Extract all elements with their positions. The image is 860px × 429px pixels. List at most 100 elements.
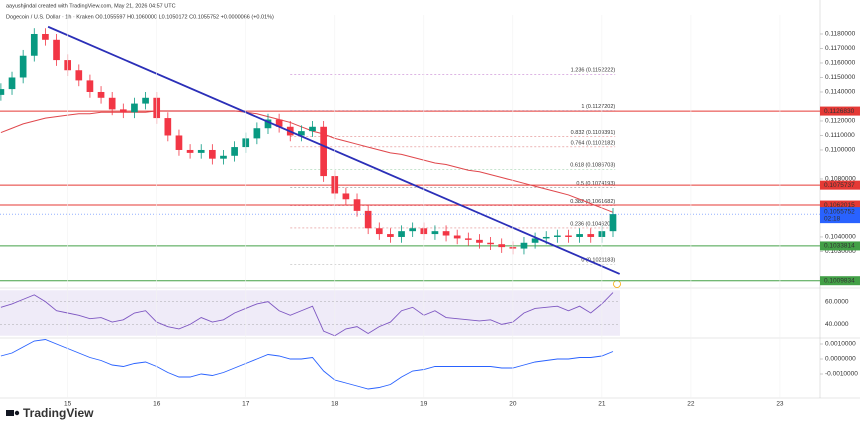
candle xyxy=(531,232,539,249)
candle xyxy=(264,113,272,135)
fib-level-label: 0.382 (0.1061682) xyxy=(570,199,615,205)
candle-body xyxy=(8,77,16,90)
candle-body xyxy=(609,214,617,232)
candle xyxy=(164,112,172,142)
candle xyxy=(175,129,183,156)
candle-body xyxy=(587,234,595,237)
candle xyxy=(409,222,417,237)
y-tick-label: 0.1140000 xyxy=(825,89,856,96)
candle-body xyxy=(298,131,305,136)
candle xyxy=(108,91,116,116)
level-tag-label: 0.1033814 xyxy=(824,243,855,250)
candle xyxy=(375,222,383,240)
candle xyxy=(442,225,450,242)
candle-body xyxy=(186,149,194,153)
fib-level-label: 0.764 (0.1102182) xyxy=(571,140,616,146)
candle-body xyxy=(164,118,172,136)
candle-body xyxy=(30,33,38,56)
candle-body xyxy=(19,55,27,78)
level-tag xyxy=(820,200,860,210)
candle xyxy=(520,236,528,255)
candle xyxy=(220,149,227,165)
candle xyxy=(398,225,405,243)
moving-average xyxy=(0,110,614,213)
x-tick-label: 20 xyxy=(509,401,517,408)
candle-body xyxy=(498,244,506,248)
candle-body xyxy=(565,235,572,237)
logo-mark xyxy=(6,410,14,416)
fib-level-label: 1 (0.1127202) xyxy=(581,104,615,110)
y-tick-label: 0.1030000 xyxy=(825,248,856,255)
candle-body xyxy=(409,228,417,232)
candle-body xyxy=(342,193,350,200)
rsi-band xyxy=(0,290,620,336)
candle xyxy=(253,122,261,145)
candle xyxy=(119,103,127,119)
level-tag-label: 0.1075737 xyxy=(824,182,855,189)
rsi-tick-label: 40.0000 xyxy=(825,321,849,328)
candle-body xyxy=(442,231,450,236)
x-tick-label: 21 xyxy=(598,401,606,408)
candle-body xyxy=(520,242,528,249)
candle-body xyxy=(398,231,405,237)
candle-body xyxy=(97,91,105,98)
candle xyxy=(320,120,327,182)
candle xyxy=(86,74,94,98)
y-tick-label: 0.1080000 xyxy=(825,176,856,183)
candle-body xyxy=(197,149,205,153)
candle-body xyxy=(42,33,49,40)
candle-body xyxy=(53,39,60,61)
candle xyxy=(464,232,472,246)
candle xyxy=(142,91,149,110)
candle-body xyxy=(531,238,539,243)
candle-body xyxy=(464,238,472,240)
candle-body xyxy=(320,126,327,177)
candle xyxy=(42,28,49,46)
logo-mark xyxy=(14,410,20,416)
candle xyxy=(131,97,138,119)
candle xyxy=(576,228,583,243)
candle-body xyxy=(175,135,183,150)
candle-body xyxy=(209,149,216,159)
candle xyxy=(609,207,617,237)
macd-pane xyxy=(0,339,614,390)
candle-body xyxy=(364,210,372,229)
level-tag xyxy=(820,276,860,286)
macd-tick-label: -0.0010000 xyxy=(825,371,858,378)
candle xyxy=(53,33,60,66)
rsi-pane xyxy=(0,290,620,337)
candle-body xyxy=(453,235,461,239)
candle-body xyxy=(487,242,494,245)
x-tick-label: 23 xyxy=(776,401,784,408)
candle xyxy=(231,141,238,162)
current-price-label: 0.1055752 xyxy=(824,208,855,215)
fib-level-label: 1.236 (0.1152222) xyxy=(571,68,616,74)
y-tick-label: 0.1150000 xyxy=(825,74,856,81)
candle xyxy=(342,187,350,206)
candle-body xyxy=(253,128,261,139)
candle-body xyxy=(275,119,283,127)
y-tick-label: 0.1040000 xyxy=(825,234,856,241)
candle xyxy=(8,71,16,95)
fib-level-label: 0.618 (0.1086703) xyxy=(570,163,615,169)
candle xyxy=(353,193,361,217)
candle-body xyxy=(476,239,483,243)
level-tag-label: 0.1009834 xyxy=(824,277,855,284)
candle xyxy=(453,229,461,245)
candle-body xyxy=(86,80,94,92)
level-tag xyxy=(820,180,860,190)
fib-level-label: 0 (0.1021183) xyxy=(581,258,615,264)
candle-body xyxy=(75,70,83,81)
candle xyxy=(186,144,194,159)
y-tick-label: 0.1180000 xyxy=(825,31,856,38)
candle-body xyxy=(108,97,116,110)
x-tick-label: 15 xyxy=(64,401,72,408)
candle-body xyxy=(220,155,227,159)
candle-body xyxy=(375,228,383,235)
fib-level-label: 0.832 (0.1109391) xyxy=(571,130,616,136)
candle xyxy=(476,234,483,249)
y-tick-label: 0.1120000 xyxy=(825,118,856,125)
x-tick-label: 16 xyxy=(153,401,161,408)
x-tick-label: 18 xyxy=(331,401,339,408)
